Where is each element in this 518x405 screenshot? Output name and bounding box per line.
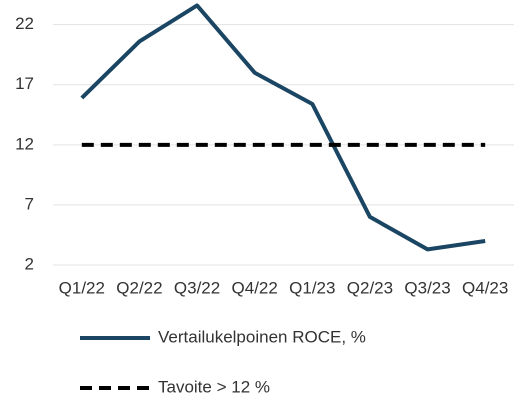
legend-label: Vertailukelpoinen ROCE, % <box>158 327 366 346</box>
x-tick-label: Q4/23 <box>462 278 508 297</box>
y-tick-label: 7 <box>25 194 34 213</box>
y-tick-label: 17 <box>15 74 34 93</box>
y-tick-label: 12 <box>15 134 34 153</box>
x-tick-label: Q3/23 <box>404 278 450 297</box>
x-tick-label: Q1/23 <box>289 278 335 297</box>
x-tick-label: Q2/23 <box>347 278 393 297</box>
x-tick-label: Q3/22 <box>174 278 220 297</box>
y-tick-label: 2 <box>25 254 34 273</box>
x-tick-label: Q4/22 <box>232 278 278 297</box>
y-tick-label: 22 <box>15 14 34 33</box>
series-line <box>80 3 486 252</box>
legend-label: Tavoite > 12 % <box>158 377 270 396</box>
x-tick-label: Q1/22 <box>59 278 105 297</box>
x-tick-label: Q2/22 <box>116 278 162 297</box>
